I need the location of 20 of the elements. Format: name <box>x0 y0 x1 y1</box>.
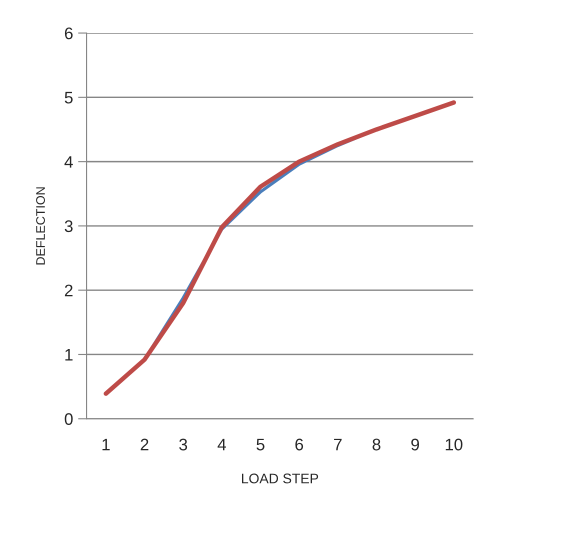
y-tick-label: 3 <box>64 220 73 232</box>
x-tick-label: 2 <box>140 438 148 450</box>
x-tick-label: 7 <box>334 438 342 450</box>
x-tick-label: 5 <box>256 438 264 450</box>
y-tick-label: 1 <box>65 349 73 361</box>
x-tick-label: 3 <box>179 438 188 450</box>
x-tick-label: 4 <box>218 438 226 450</box>
y-tick-label: 6 <box>64 27 73 40</box>
y-axis-title: DEFLECTION <box>36 187 45 264</box>
y-tick-label: 2 <box>64 284 73 296</box>
x-tick-label: 10 <box>446 438 462 450</box>
line-series <box>104 100 456 396</box>
y-tick-label: 4 <box>64 156 73 168</box>
y-tick-label: 0 <box>64 413 73 425</box>
x-tick-label: 6 <box>295 438 304 450</box>
x-axis-title: LOAD STEP <box>242 474 318 484</box>
y-tick-label: 5 <box>64 92 73 104</box>
x-tick-label: 1 <box>102 438 110 450</box>
x-tick-label: 8 <box>372 438 380 450</box>
x-tick-label: 9 <box>411 438 419 450</box>
